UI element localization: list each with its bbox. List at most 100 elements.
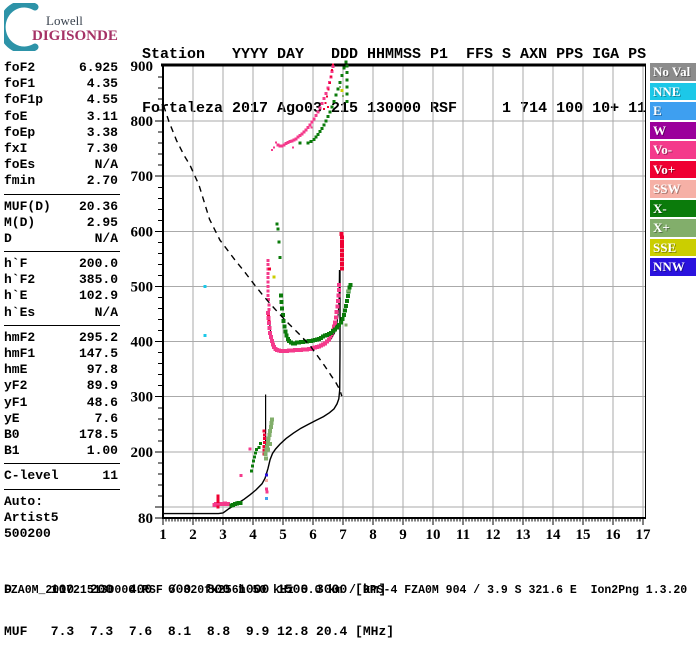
param-value: 295.2 [78, 329, 118, 345]
param-label: h`F [4, 256, 28, 272]
panel-separator [4, 193, 120, 195]
param-value: 20.36 [78, 198, 118, 214]
param-row-d: D N/A [4, 231, 120, 247]
trace-second-hop-xplus-scatter [339, 85, 344, 97]
param-row-b1: B1 1.00 [4, 443, 120, 459]
svg-text:80: 80 [138, 511, 153, 527]
param-value: 3.38 [86, 124, 118, 140]
x-axis-labels: 1 2 3 4 5 6 7 8 9 10 11 12 13 14 15 16 17 [159, 527, 651, 543]
legend-item-ssw: SSW [650, 180, 696, 198]
trace-e-region-x-trace [229, 501, 243, 508]
trace-scatter-nnw [265, 473, 268, 477]
panel-separator [4, 463, 120, 465]
svg-text:800: 800 [131, 114, 154, 130]
svg-text:300: 300 [131, 390, 154, 406]
ionogram-chart: 900 800 700 600 500 400 300 200 80 1 2 3 4 5 6 7 8 9 10 11 1… [125, 55, 700, 547]
param-row-c-level: C-level 11 [4, 468, 120, 484]
param-row-foep: foEp 3.38 [4, 125, 120, 141]
param-label: hmF1 [4, 346, 36, 361]
param-row-foe: foE 3.11 [4, 109, 120, 125]
param-row-fof1p: foF1p 4.55 [4, 92, 120, 108]
trace-scatter-e [265, 497, 268, 501]
curve-true-height-profile [163, 270, 341, 515]
param-row-h-f2: h`F2 385.0 [4, 272, 120, 288]
y-axis-ticks [155, 76, 163, 519]
legend-item-no-val: No Val [650, 63, 696, 81]
param-row-hmf2: hmF2 295.2 [4, 330, 120, 346]
param-row-h-e: h`E 102.9 [4, 288, 120, 304]
trace-f2-right-spike-vplus [339, 232, 345, 271]
param-label: C-level [4, 468, 59, 484]
param-label: h`Es [4, 304, 36, 320]
panel-footer-line: 500200 [4, 525, 51, 541]
distance-row: D 100 200 400 600 800 1000 1500 3000 [km… [4, 582, 387, 597]
trace-scatter-sse [272, 88, 344, 279]
param-row-m-d-: M(D) 2.95 [4, 215, 120, 231]
param-label: h`F2 [4, 272, 36, 288]
trace-scatter-vo-minus-low [239, 447, 269, 494]
param-row-hmf1: hmF1 147.5 [4, 346, 120, 362]
svg-text:12: 12 [486, 527, 501, 543]
svg-text:11: 11 [456, 527, 470, 543]
legend-item-vo+: Vo+ [650, 160, 696, 178]
trace-second-hop-o-left-scatter [270, 126, 313, 151]
svg-text:1: 1 [159, 527, 167, 543]
param-label: fmin [4, 173, 36, 189]
svg-text:5: 5 [279, 527, 287, 543]
header-info-line1: Station YYYY DAY DDD HHMMSS P1 FFS S AXN… [142, 46, 647, 63]
param-label: yE [4, 410, 20, 426]
echo-legend: No Val NNE E W Vo- Vo+ SSW X- X+ SSE NNW [650, 63, 696, 278]
param-value: N/A [94, 230, 118, 246]
legend-item-x+: X+ [650, 219, 696, 237]
legend-item-nne: NNE [650, 82, 696, 100]
panel-separator [4, 488, 120, 490]
measurement-header: Station YYYY DAY DDD HHMMSS P1 FFS S AXN… [142, 10, 646, 136]
status-line: FZA0M_2017215130000.RSF / 320fx256h 50 k… [4, 584, 688, 597]
muf-table: D 100 200 400 600 800 1000 1500 3000 [km… [4, 555, 394, 653]
param-value: 48.6 [86, 394, 118, 410]
trace-e-region-vplus [216, 494, 220, 509]
param-label: D [4, 230, 12, 246]
svg-text:13: 13 [516, 527, 531, 543]
param-value: N/A [94, 304, 118, 320]
trace-f1-region-xplus [263, 417, 275, 461]
svg-text:17: 17 [636, 527, 652, 543]
param-row-h-es: h`Es N/A [4, 305, 120, 321]
trace-f1-region-xminus-scatter [250, 442, 262, 473]
svg-text:400: 400 [131, 335, 154, 351]
muf-row: MUF 7.3 7.3 7.6 8.1 8.8 9.9 12.8 20.4 [M… [4, 624, 395, 639]
svg-text:9: 9 [399, 527, 407, 543]
param-label: hmE [4, 362, 28, 378]
param-row-fxi: fxI 7.30 [4, 141, 120, 157]
param-label: foE [4, 108, 28, 124]
param-value: 4.35 [86, 76, 118, 92]
param-value: 385.0 [78, 272, 118, 288]
param-label: h`E [4, 288, 28, 304]
param-value: 7.30 [86, 140, 118, 156]
svg-text:200: 200 [131, 445, 154, 461]
svg-text:15: 15 [576, 527, 591, 543]
param-row-fof1: foF1 4.35 [4, 76, 120, 92]
param-row-yf1: yF1 48.6 [4, 395, 120, 411]
svg-text:8: 8 [369, 527, 377, 543]
trace-scatter-ssw [265, 479, 268, 482]
param-value: 4.55 [86, 92, 118, 108]
param-label: B1 [4, 443, 20, 459]
param-value: 89.9 [86, 378, 118, 394]
param-value: 97.8 [86, 362, 118, 378]
trace-second-hop-x [298, 60, 349, 145]
svg-text:6: 6 [309, 527, 317, 543]
param-label: foEp [4, 124, 36, 140]
param-label: B0 [4, 426, 20, 442]
param-row-fmin: fmin 2.70 [4, 173, 120, 189]
param-row-foes: foEs N/A [4, 157, 120, 173]
param-value: 1.00 [86, 443, 118, 459]
legend-item-nnw: NNW [650, 258, 696, 276]
legend-item-vo-: Vo- [650, 141, 696, 159]
param-label: foEs [4, 157, 36, 173]
param-row-yf2: yF2 89.9 [4, 378, 120, 394]
svg-text:14: 14 [546, 527, 562, 543]
svg-text:10: 10 [426, 527, 441, 543]
trace-f2-x-trace [278, 282, 353, 346]
legend-item-x-: X- [650, 199, 696, 217]
